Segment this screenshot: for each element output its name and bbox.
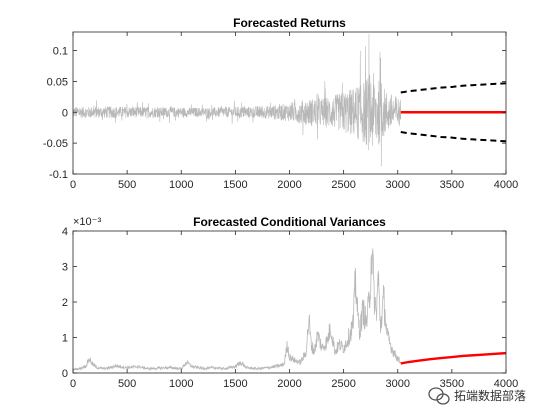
x-tick-label: 2000: [277, 378, 301, 390]
x-tick-label: 3500: [440, 378, 464, 390]
variances-axes: 0 500 1000 1500 2000 2500 3000 3500 4000 0 1 2 3 4 ×10…: [62, 215, 518, 390]
variance-history-line: [73, 248, 401, 372]
x-tick-label: 1500: [223, 179, 247, 191]
series-group: [73, 248, 506, 372]
y-tick-label: -0.05: [43, 138, 68, 150]
y-tick-label: -0.1: [49, 169, 68, 181]
x-tick-label: 1000: [169, 179, 193, 191]
y-tick-label: 0.05: [47, 76, 68, 88]
returns-history-line: [73, 34, 402, 167]
y-tick-label: 0.1: [53, 46, 68, 58]
y-tick-label: 3: [62, 262, 68, 274]
returns-axes: 0 500 1000 1500 2000 2500 3000 3500 4000 -0.1 -0.0…: [43, 16, 518, 191]
x-tick-label: 0: [70, 378, 76, 390]
x-tick-label: 2000: [277, 179, 301, 191]
x-tick-label: 3500: [440, 179, 464, 191]
forecast-lower-bound-line: [400, 131, 506, 143]
y-tick-label: 2: [62, 297, 68, 309]
x-tick-label: 1000: [169, 378, 193, 390]
x-tick-label: 500: [118, 378, 136, 390]
x-tick-label: 500: [118, 179, 136, 191]
plot-area: [73, 32, 506, 174]
chart-title: Forecasted Conditional Variances: [193, 215, 386, 229]
y-tick-label: 0: [62, 368, 68, 380]
plot-area: [73, 231, 506, 373]
x-tick-label: 1500: [223, 378, 247, 390]
y-tick-label: 4: [62, 226, 68, 238]
forecast-mean-line: [400, 351, 506, 365]
watermark: 拓端数据部落: [428, 387, 526, 405]
x-tick-label: 4000: [494, 378, 518, 390]
series-group: [73, 34, 506, 167]
x-tick-label: 3000: [386, 179, 410, 191]
x-tick-label: 2500: [331, 378, 355, 390]
x-tick-label: 3000: [386, 378, 410, 390]
forecast-upper-bound-line: [400, 82, 506, 94]
watermark-text: 拓端数据部落: [454, 388, 526, 403]
x-tick-label: 4000: [494, 179, 518, 191]
y-tick-label: 0: [62, 107, 68, 119]
x-tick-label: 0: [70, 179, 76, 191]
x-tick-label: 2500: [331, 179, 355, 191]
wechat-icon: [428, 387, 450, 405]
chart-title: Forecasted Returns: [233, 16, 346, 30]
y-exponent-label: ×10⁻³: [73, 216, 101, 228]
y-tick-label: 1: [62, 333, 68, 345]
